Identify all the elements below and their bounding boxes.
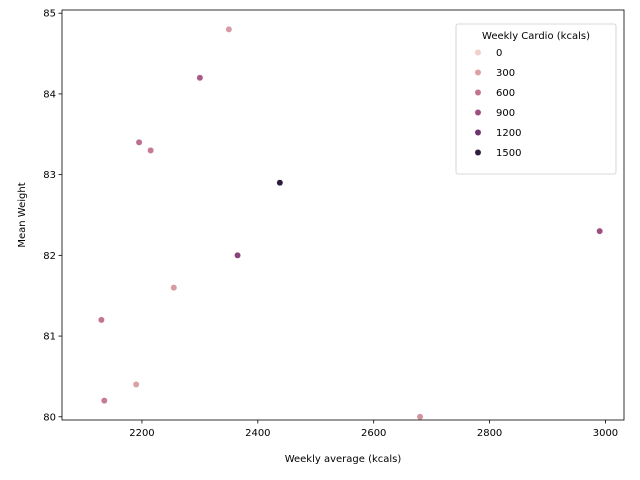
y-tick-label: 83	[43, 170, 56, 181]
y-tick-label: 81	[43, 332, 56, 343]
y-tick-label: 84	[43, 89, 56, 100]
data-point	[147, 146, 155, 154]
legend: Weekly Cardio (kcals) 0 300 600 900 1200 1500	[455, 23, 617, 175]
x-tick-label: 3000	[593, 428, 618, 439]
y-tick-label: 85	[43, 9, 56, 20]
legend-marker	[474, 69, 482, 76]
legend-label: 1500	[496, 148, 521, 159]
data-point	[132, 381, 140, 388]
x-tick-label: 2200	[129, 428, 154, 439]
legend-title: Weekly Cardio (kcals)	[482, 31, 590, 42]
legend-label: 1200	[496, 128, 521, 139]
data-point	[97, 316, 105, 324]
x-tick-label: 2400	[245, 428, 270, 439]
legend-label: 900	[496, 108, 515, 119]
data-point	[170, 284, 178, 292]
data-point	[276, 179, 284, 187]
x-tick-label: 2800	[477, 428, 502, 439]
data-point	[225, 25, 233, 33]
data-point	[100, 397, 108, 405]
legend-marker	[474, 149, 482, 156]
y-tick-label: 80	[43, 412, 56, 423]
plot-marks	[97, 25, 604, 421]
legend-box	[455, 23, 617, 175]
plot-frame	[61, 9, 625, 421]
legend-marker	[474, 129, 482, 136]
legend-label: 0	[496, 48, 502, 59]
x-tick-label: 2600	[361, 428, 386, 439]
y-tick-label: 82	[43, 251, 56, 262]
legend-marker	[474, 49, 482, 56]
y-axis-label: Mean Weight	[17, 182, 28, 247]
legend-label: 600	[496, 88, 515, 99]
x-axis-label: Weekly average (kcals)	[285, 454, 402, 465]
data-point	[234, 251, 242, 259]
data-point	[596, 227, 604, 235]
data-point	[416, 413, 424, 421]
legend-marker	[474, 109, 482, 116]
data-point	[135, 138, 143, 146]
data-point	[196, 74, 204, 82]
y-axis: 80 81 82 83 84 85	[43, 9, 62, 423]
legend-marker	[474, 89, 482, 96]
x-axis: 2200 2400 2600 2800 3000	[129, 420, 618, 439]
legend-label: 300	[496, 68, 515, 79]
